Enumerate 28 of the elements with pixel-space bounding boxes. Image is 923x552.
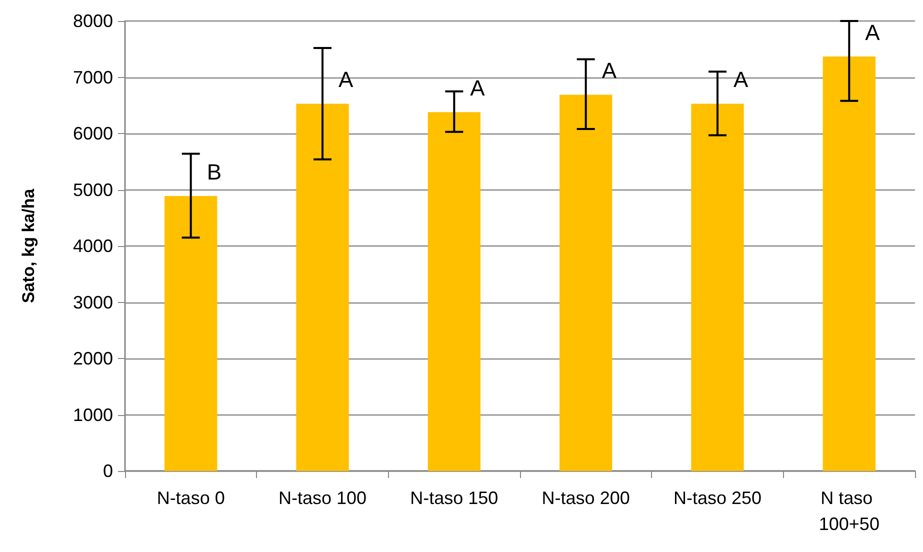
y-tick-label: 4000 xyxy=(72,236,113,256)
x-tick-label: N-taso 100 xyxy=(278,488,367,508)
x-tick-label: N-taso 150 xyxy=(410,488,498,508)
bar xyxy=(560,94,612,471)
x-tick-label: N taso 100+50 xyxy=(818,488,880,534)
y-tick-label: 0 xyxy=(102,461,113,481)
y-tick-label: 3000 xyxy=(72,292,113,312)
x-tick-label: N-taso 0 xyxy=(156,488,225,508)
annotation: A xyxy=(865,20,880,45)
y-axis-title: Sato, kg ka/ha xyxy=(19,188,38,304)
y-tick-label: 6000 xyxy=(72,124,113,144)
bar xyxy=(691,104,744,471)
y-tick-label: 2000 xyxy=(72,348,113,368)
annotation: A xyxy=(470,76,486,101)
bar xyxy=(164,196,218,471)
y-tick-label: 5000 xyxy=(72,180,113,200)
bar xyxy=(822,56,876,471)
bar xyxy=(296,104,349,471)
y-tick-label: 1000 xyxy=(72,404,113,425)
y-tick-label: 8000 xyxy=(72,11,113,31)
annotation: A xyxy=(602,58,617,84)
x-tick-label: N-taso 200 xyxy=(542,488,630,508)
bar xyxy=(428,112,480,471)
y-tick-label: 7000 xyxy=(72,67,113,88)
x-tick-label: N-taso 250 xyxy=(673,488,762,508)
annotation: A xyxy=(734,67,748,92)
annotation: B xyxy=(206,159,222,184)
annotation: A xyxy=(338,67,354,92)
